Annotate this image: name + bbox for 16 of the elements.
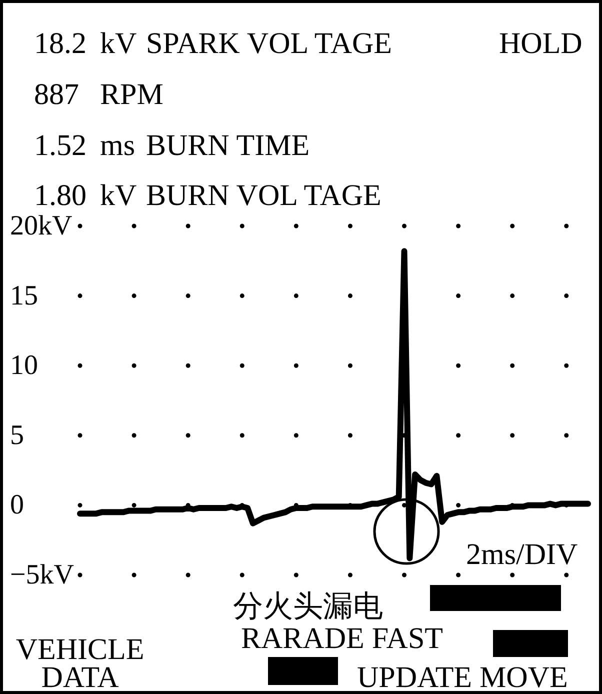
text: HOLD bbox=[499, 27, 582, 60]
y-tick-label: −5kV bbox=[10, 560, 74, 590]
text: 1.80 kV BURN VOL TAGE bbox=[34, 179, 382, 212]
text: 887 RPM bbox=[34, 78, 164, 111]
y-tick-label: 5 bbox=[10, 420, 24, 451]
text: 18.2 kV SPARK VOL TAGE bbox=[34, 27, 392, 60]
y-tick-label: 10 bbox=[10, 350, 38, 382]
text: VEHICLE DATA bbox=[14, 633, 146, 694]
y-tick-label: 0 bbox=[10, 490, 24, 521]
annotation: 2ms/DIV bbox=[466, 538, 578, 571]
text: 1.52 ms BURN TIME bbox=[34, 129, 310, 162]
text: 分火头漏电 bbox=[233, 590, 383, 623]
y-tick-label: 20kV bbox=[10, 210, 72, 242]
y-tick-label: 15 bbox=[10, 280, 38, 312]
text: UPDATE MOVE bbox=[357, 661, 568, 694]
text: RARADE FAST bbox=[241, 622, 443, 655]
